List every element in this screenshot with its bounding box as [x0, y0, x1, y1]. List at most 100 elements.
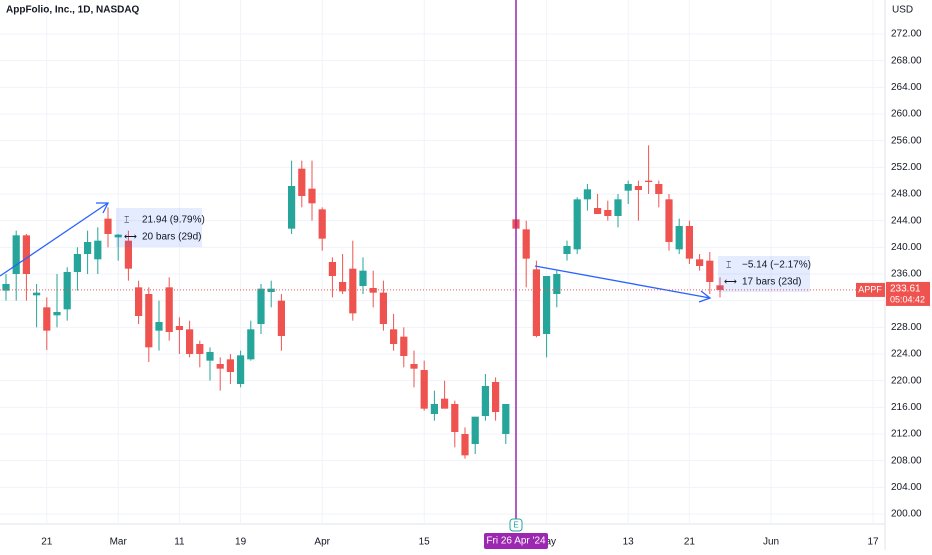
overlay: 21.94 (9.79%) 20 bars (29d) −5.14 (−2.17…	[0, 202, 811, 303]
candle-body	[369, 288, 377, 293]
candle-body	[349, 268, 357, 314]
candle-body	[73, 254, 81, 272]
candle-body	[12, 235, 20, 274]
candle-body	[655, 184, 663, 194]
candle-body	[124, 240, 132, 269]
candle-body	[573, 199, 581, 250]
x-tick-label: 21	[41, 537, 53, 548]
y-tick-label: 260.00	[891, 109, 922, 120]
candle-body	[33, 292, 41, 296]
candle-body	[2, 284, 10, 291]
candle-body	[22, 235, 30, 274]
candle-body	[634, 186, 642, 190]
candle-body	[43, 307, 51, 331]
chart-title: AppFolio, Inc., 1D, NASDAQ	[6, 5, 140, 16]
candle-body	[359, 270, 367, 286]
candle-body	[104, 218, 112, 234]
candle-body	[135, 287, 143, 316]
crosshair-label: Fri 26 Apr '24	[486, 536, 546, 547]
candle-body	[175, 326, 183, 330]
candle-body	[237, 355, 245, 384]
candle-body	[165, 287, 173, 332]
crosshair-tag	[484, 533, 548, 549]
price-tag	[886, 281, 930, 306]
currency: USD	[892, 5, 913, 16]
x-tick-label: 15	[419, 537, 431, 548]
price-tag-label: 233.61	[890, 284, 921, 295]
candle-body	[410, 364, 418, 369]
y-tick-label: 268.00	[891, 55, 922, 66]
icon: ⌶	[124, 214, 129, 224]
candle-body	[94, 240, 102, 260]
symbol-tag	[856, 282, 885, 297]
candle-body	[481, 386, 489, 416]
y-tick-label: 248.00	[891, 189, 922, 200]
candle-body	[247, 329, 255, 360]
candle-body	[298, 168, 306, 196]
candle-body	[206, 352, 214, 361]
candle-body	[502, 404, 510, 434]
y-tick-label: 236.00	[891, 269, 922, 280]
x-tick-label: 13	[623, 537, 635, 548]
x-tick-label: Mar	[110, 537, 128, 548]
measure-change: −5.14 (−2.17%)	[742, 260, 811, 271]
x-tick-label: 21	[684, 537, 696, 548]
y-tick-label: 264.00	[891, 82, 922, 93]
candle-body	[328, 262, 336, 276]
candle-body	[216, 364, 224, 369]
candle-body	[624, 184, 632, 191]
candle-body	[492, 382, 500, 412]
candle-body	[461, 434, 469, 456]
candle-body	[390, 329, 398, 344]
candle-body	[196, 344, 204, 354]
candle-body	[288, 186, 296, 229]
x-tick-label: Apr	[314, 537, 330, 548]
y-tick-label: 256.00	[891, 135, 922, 146]
arrow-head	[698, 290, 712, 303]
candle-body	[645, 180, 653, 182]
candle-body	[379, 292, 387, 324]
candle-body	[145, 294, 153, 348]
candle-body	[696, 259, 704, 266]
measure-bars: 20 bars (29d)	[142, 232, 201, 243]
candle-body	[451, 404, 459, 432]
y-tick-label: 244.00	[891, 215, 922, 226]
y-tick-label: 240.00	[891, 242, 922, 253]
x-tick-label: 17	[867, 537, 879, 548]
y-tick-label: 224.00	[891, 349, 922, 360]
candle-body	[84, 242, 92, 254]
candle-body	[675, 226, 683, 250]
x-tick-label: Jun	[763, 537, 779, 548]
y-tick-label: 208.00	[891, 455, 922, 466]
candle-body	[706, 260, 714, 282]
candle-body	[441, 398, 449, 409]
icon: ⟷	[124, 231, 137, 241]
x-tick-label: 11	[174, 537, 185, 548]
y-tick-label: 216.00	[891, 402, 922, 413]
candle-body	[155, 322, 163, 331]
candle-body	[430, 404, 438, 414]
candle-body	[553, 274, 561, 294]
measure-bars: 17 bars (23d)	[742, 277, 801, 288]
candle-body	[186, 329, 194, 354]
candle-body	[532, 269, 540, 336]
countdown: 05:04:42	[890, 294, 925, 304]
candle-body	[53, 312, 61, 316]
candle-body	[665, 199, 673, 242]
candle-body	[63, 272, 71, 310]
icon: ⟷	[724, 276, 737, 286]
candle-body	[114, 234, 122, 238]
earnings-letter: E	[513, 521, 518, 530]
candle-body	[685, 226, 693, 259]
measure-arrow	[534, 265, 711, 299]
candle-body	[277, 300, 285, 336]
candle-body	[308, 188, 316, 204]
earnings-icon	[509, 518, 523, 532]
y-tick-label: 212.00	[891, 429, 922, 440]
y-tick-label: 272.00	[891, 29, 922, 40]
candle-body	[226, 359, 234, 372]
measure-arrow	[0, 202, 109, 277]
candle-body	[583, 189, 591, 200]
